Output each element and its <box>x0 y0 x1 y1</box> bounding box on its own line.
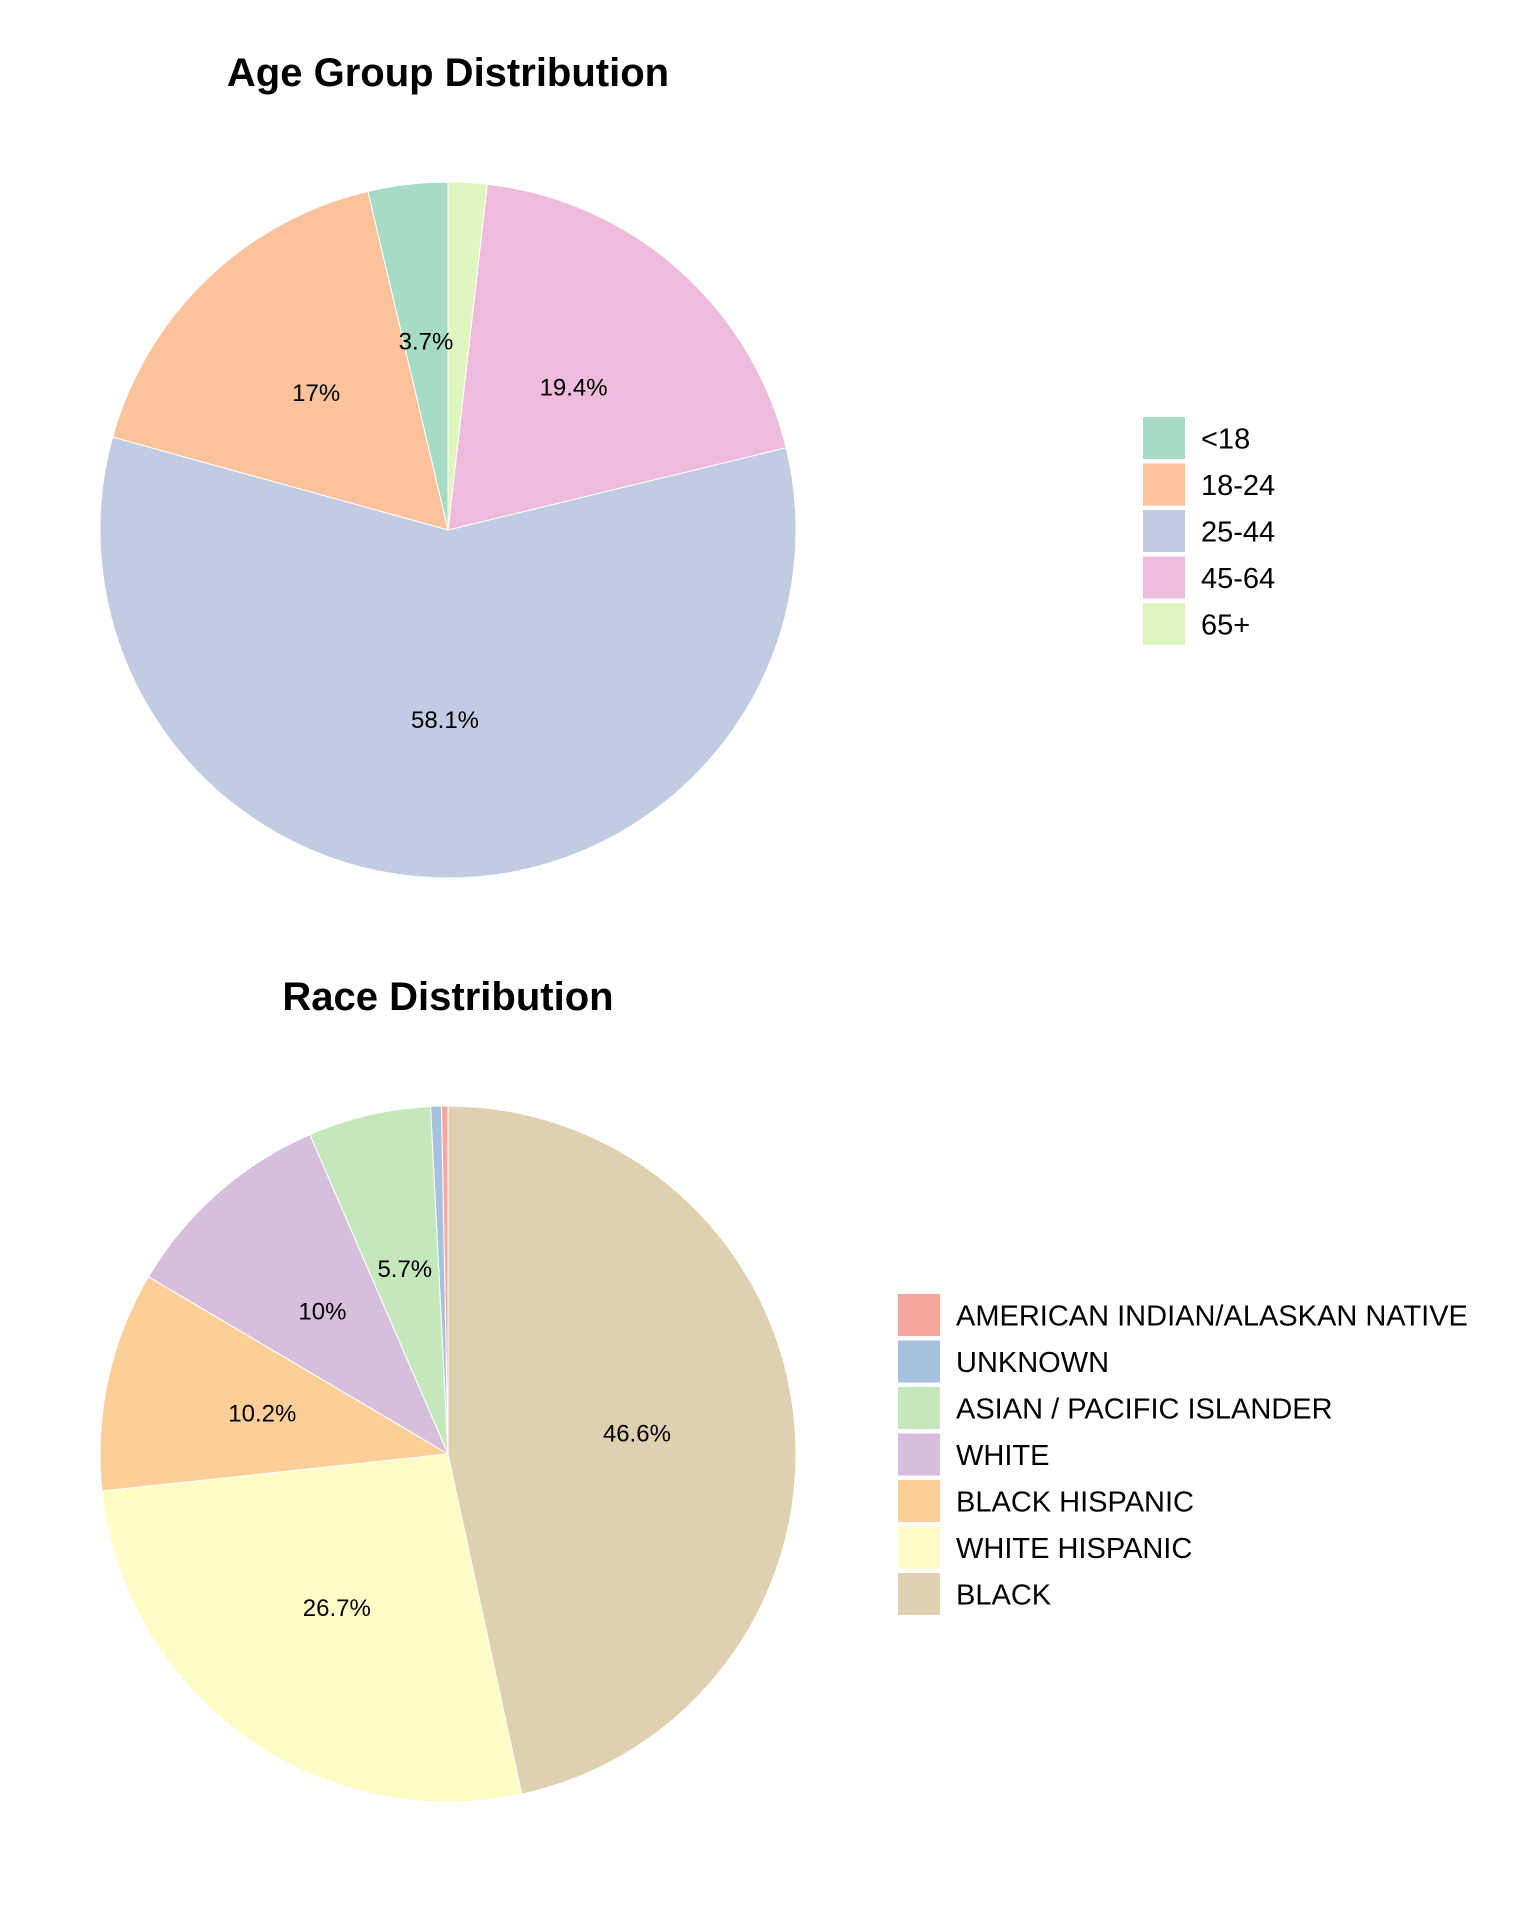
race-legend-label-white-hispanic: WHITE HISPANIC <box>956 1533 1192 1565</box>
age-slice-label-18-24: 17% <box>292 380 340 407</box>
race-chart-title: Race Distribution <box>282 975 613 1019</box>
race-legend-label-black: BLACK <box>956 1579 1052 1611</box>
age-pie-slices <box>99 181 797 879</box>
race-slice-label-white: 10% <box>298 1299 346 1326</box>
race-pie-labels: 5.7% 10% 10.2% 26.7% 46.6% <box>228 1256 671 1622</box>
age-legend-label-18-24: 18-24 <box>1201 470 1275 502</box>
age-legend-swatch-18 <box>1143 417 1185 459</box>
age-legend: <18 18-24 25-44 45-64 65+ <box>1143 417 1275 645</box>
age-pie-labels: 3.7% 17% 58.1% 19.4% <box>292 328 607 734</box>
race-legend-swatch-white <box>898 1433 940 1476</box>
age-chart-title: Age Group Distribution <box>227 51 669 95</box>
race-legend-label-black-hispanic: BLACK HISPANIC <box>956 1486 1194 1518</box>
race-legend: AMERICAN INDIAN/ALASKAN NATIVE UNKNOWN ASI… <box>898 1294 1468 1615</box>
race-legend-label-white: WHITE <box>956 1440 1049 1472</box>
race-legend-swatch-unknown <box>898 1340 940 1383</box>
race-slice-asian-pacific-islander <box>309 1105 449 1455</box>
race-legend-label-american-indian-alaskan-native: AMERICAN INDIAN/ALASKAN NATIVE <box>956 1300 1468 1332</box>
age-slice-65 <box>447 181 488 531</box>
race-slice-black-hispanic <box>99 1276 450 1492</box>
age-slice-label-18: 3.7% <box>399 328 454 355</box>
age-slice-label-45-64: 19.4% <box>540 375 608 402</box>
age-slice-25-44 <box>99 436 797 879</box>
age-slice-label-25-44: 58.1% <box>411 707 479 734</box>
race-slice-label-white-hispanic: 26.7% <box>303 1595 371 1622</box>
age-legend-label-45-64: 45-64 <box>1201 563 1275 595</box>
race-slice-white <box>147 1133 450 1456</box>
age-slice-18-24 <box>112 190 449 531</box>
race-slice-label-asian-pacific-islander: 5.7% <box>377 1256 432 1283</box>
age-legend-swatch-45-64 <box>1143 556 1185 599</box>
age-legend-swatch-18-24 <box>1143 463 1185 506</box>
race-legend-label-unknown: UNKNOWN <box>956 1347 1109 1379</box>
age-legend-label-18: <18 <box>1201 423 1250 455</box>
race-legend-swatch-white-hispanic <box>898 1526 940 1569</box>
age-legend-swatch-25-44 <box>1143 510 1185 552</box>
race-slice-white-hispanic <box>101 1453 523 1803</box>
race-slice-black <box>447 1105 797 1795</box>
race-slice-label-black: 46.6% <box>603 1421 671 1448</box>
race-legend-swatch-american-indian-alaskan-native <box>898 1294 940 1336</box>
race-legend-label-asian-pacific-islander: ASIAN / PACIFIC ISLANDER <box>956 1393 1333 1425</box>
race-legend-swatch-black <box>898 1573 940 1615</box>
race-slice-label-black-hispanic: 10.2% <box>228 1401 296 1428</box>
race-legend-swatch-asian-pacific-islander <box>898 1387 940 1429</box>
age-legend-label-65: 65+ <box>1201 609 1250 641</box>
race-legend-swatch-black-hispanic <box>898 1480 940 1522</box>
age-legend-label-25-44: 25-44 <box>1201 516 1275 548</box>
age-legend-swatch-65 <box>1143 603 1185 645</box>
age-slice-45-64 <box>447 183 787 531</box>
race-pie-slices <box>99 1105 797 1803</box>
